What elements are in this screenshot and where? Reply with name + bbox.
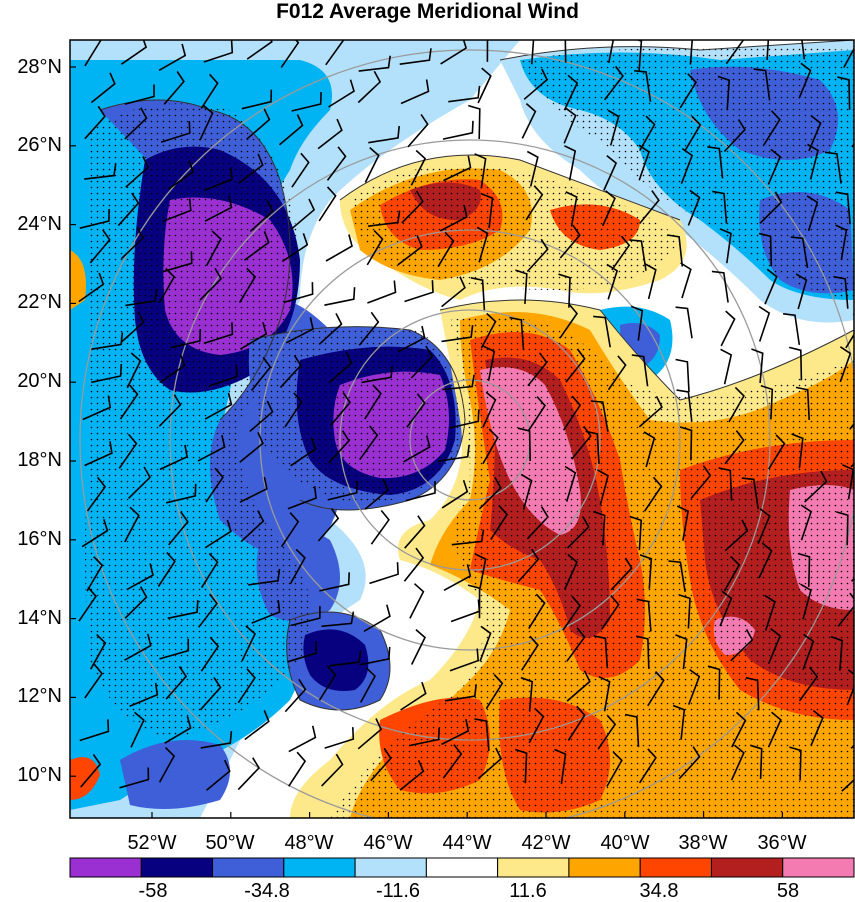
colorbar-tick-label: -11.6 bbox=[376, 881, 420, 901]
lat-label: 20°N bbox=[0, 371, 62, 391]
lon-label: 48°W bbox=[284, 833, 333, 853]
lon-label: 36°W bbox=[757, 833, 806, 853]
lon-label: 40°W bbox=[600, 833, 649, 853]
lat-label: 14°N bbox=[0, 608, 62, 628]
colorbar-swatch bbox=[213, 858, 284, 877]
lat-label: 16°N bbox=[0, 529, 62, 549]
lon-label: 38°W bbox=[678, 833, 727, 853]
colorbar-swatch bbox=[640, 858, 711, 877]
lon-label: 44°W bbox=[442, 833, 491, 853]
colorbar-swatch bbox=[284, 858, 355, 877]
colorbar-tick-label: 58 bbox=[777, 881, 799, 901]
colorbar-swatch bbox=[141, 858, 212, 877]
lat-label: 26°N bbox=[0, 135, 62, 155]
colorbar-swatch bbox=[569, 858, 640, 877]
colorbar-swatch bbox=[70, 858, 141, 877]
colorbar-swatch bbox=[355, 858, 426, 877]
colorbar-swatch bbox=[498, 858, 569, 877]
colorbar-swatch bbox=[783, 858, 854, 877]
map-canvas bbox=[70, 26, 855, 830]
lat-label: 22°N bbox=[0, 292, 62, 312]
lon-label: 50°W bbox=[205, 833, 254, 853]
colorbar-swatch bbox=[711, 858, 782, 877]
lon-label: 46°W bbox=[363, 833, 412, 853]
colorbar-tick-label: 34.8 bbox=[640, 881, 679, 901]
colorbar-tick-label: 11.6 bbox=[509, 881, 546, 901]
lat-label: 24°N bbox=[0, 214, 62, 234]
colorbar-swatch bbox=[426, 858, 497, 877]
lat-label: 18°N bbox=[0, 450, 62, 470]
colorbar bbox=[70, 858, 854, 877]
lat-label: 28°N bbox=[0, 57, 62, 77]
lon-label: 42°W bbox=[521, 833, 570, 853]
colorbar-tick-label: -34.8 bbox=[244, 881, 290, 901]
lat-label: 12°N bbox=[0, 686, 62, 706]
lat-label: 10°N bbox=[0, 765, 62, 785]
colorbar-tick-label: -58 bbox=[139, 881, 168, 901]
lon-label: 52°W bbox=[127, 833, 176, 853]
